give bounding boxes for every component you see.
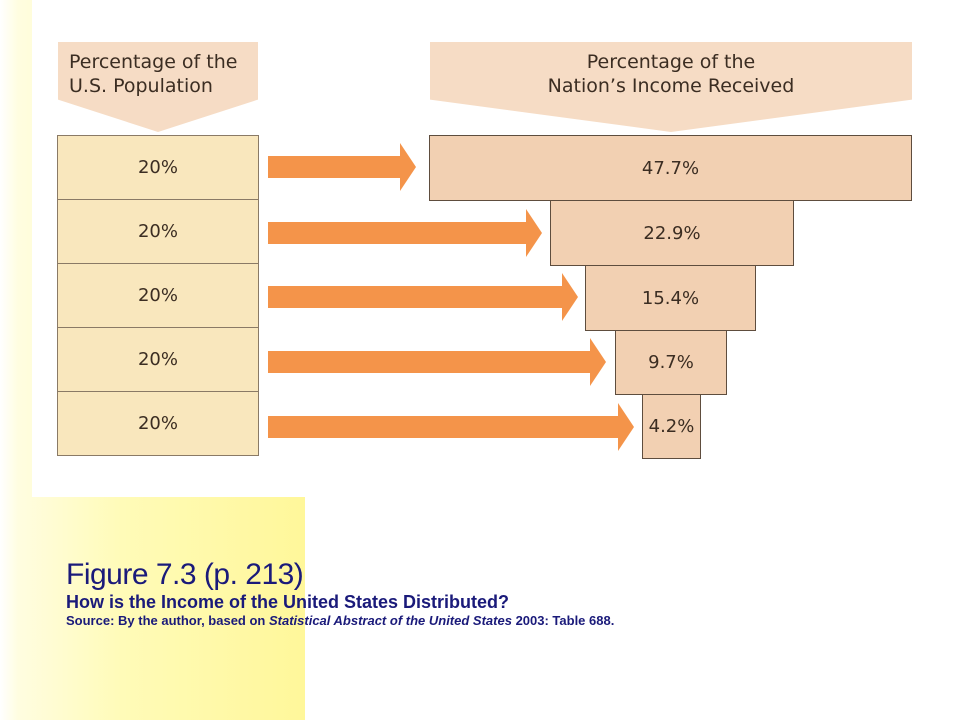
population-quintile-4: 20% xyxy=(57,327,259,391)
population-column: 20% 20% 20% 20% 20% xyxy=(57,135,259,456)
arrow-quintile-1 xyxy=(268,143,416,191)
source-prefix: Source: By the author, based on xyxy=(66,613,269,628)
figure-caption: Figure 7.3 (p. 213) How is the Income of… xyxy=(66,558,614,630)
income-share-4: 9.7% xyxy=(615,330,727,395)
source-suffix: 2003: Table 688. xyxy=(511,613,615,628)
arrow-quintile-4 xyxy=(268,338,606,386)
figure-title: Figure 7.3 (p. 213) xyxy=(66,558,304,591)
arrow-quintile-3 xyxy=(268,273,578,321)
income-share-3: 15.4% xyxy=(585,265,756,331)
population-quintile-2: 20% xyxy=(57,199,259,263)
population-header: Percentage of the U.S. Population xyxy=(58,42,258,132)
income-header: Percentage of the Nation’s Income Receiv… xyxy=(430,42,912,132)
income-header-label: Percentage of the Nation’s Income Receiv… xyxy=(547,51,795,97)
income-distribution-diagram: Percentage of the U.S. Population Percen… xyxy=(57,42,912,459)
population-header-label: Percentage of the U.S. Population xyxy=(69,51,238,97)
arrow-quintile-2 xyxy=(268,209,542,257)
figure-source: Source: By the author, based on Statisti… xyxy=(66,612,614,630)
income-share-2: 22.9% xyxy=(550,200,794,266)
income-share-1: 47.7% xyxy=(429,135,912,201)
arrow-quintile-5 xyxy=(268,403,634,451)
income-share-5: 4.2% xyxy=(642,394,701,459)
source-title: Statistical Abstract of the United State… xyxy=(268,613,512,628)
population-quintile-5: 20% xyxy=(57,391,259,456)
population-quintile-3: 20% xyxy=(57,263,259,327)
population-quintile-1: 20% xyxy=(57,135,259,199)
figure-subtitle: How is the Income of the United States D… xyxy=(66,592,510,612)
